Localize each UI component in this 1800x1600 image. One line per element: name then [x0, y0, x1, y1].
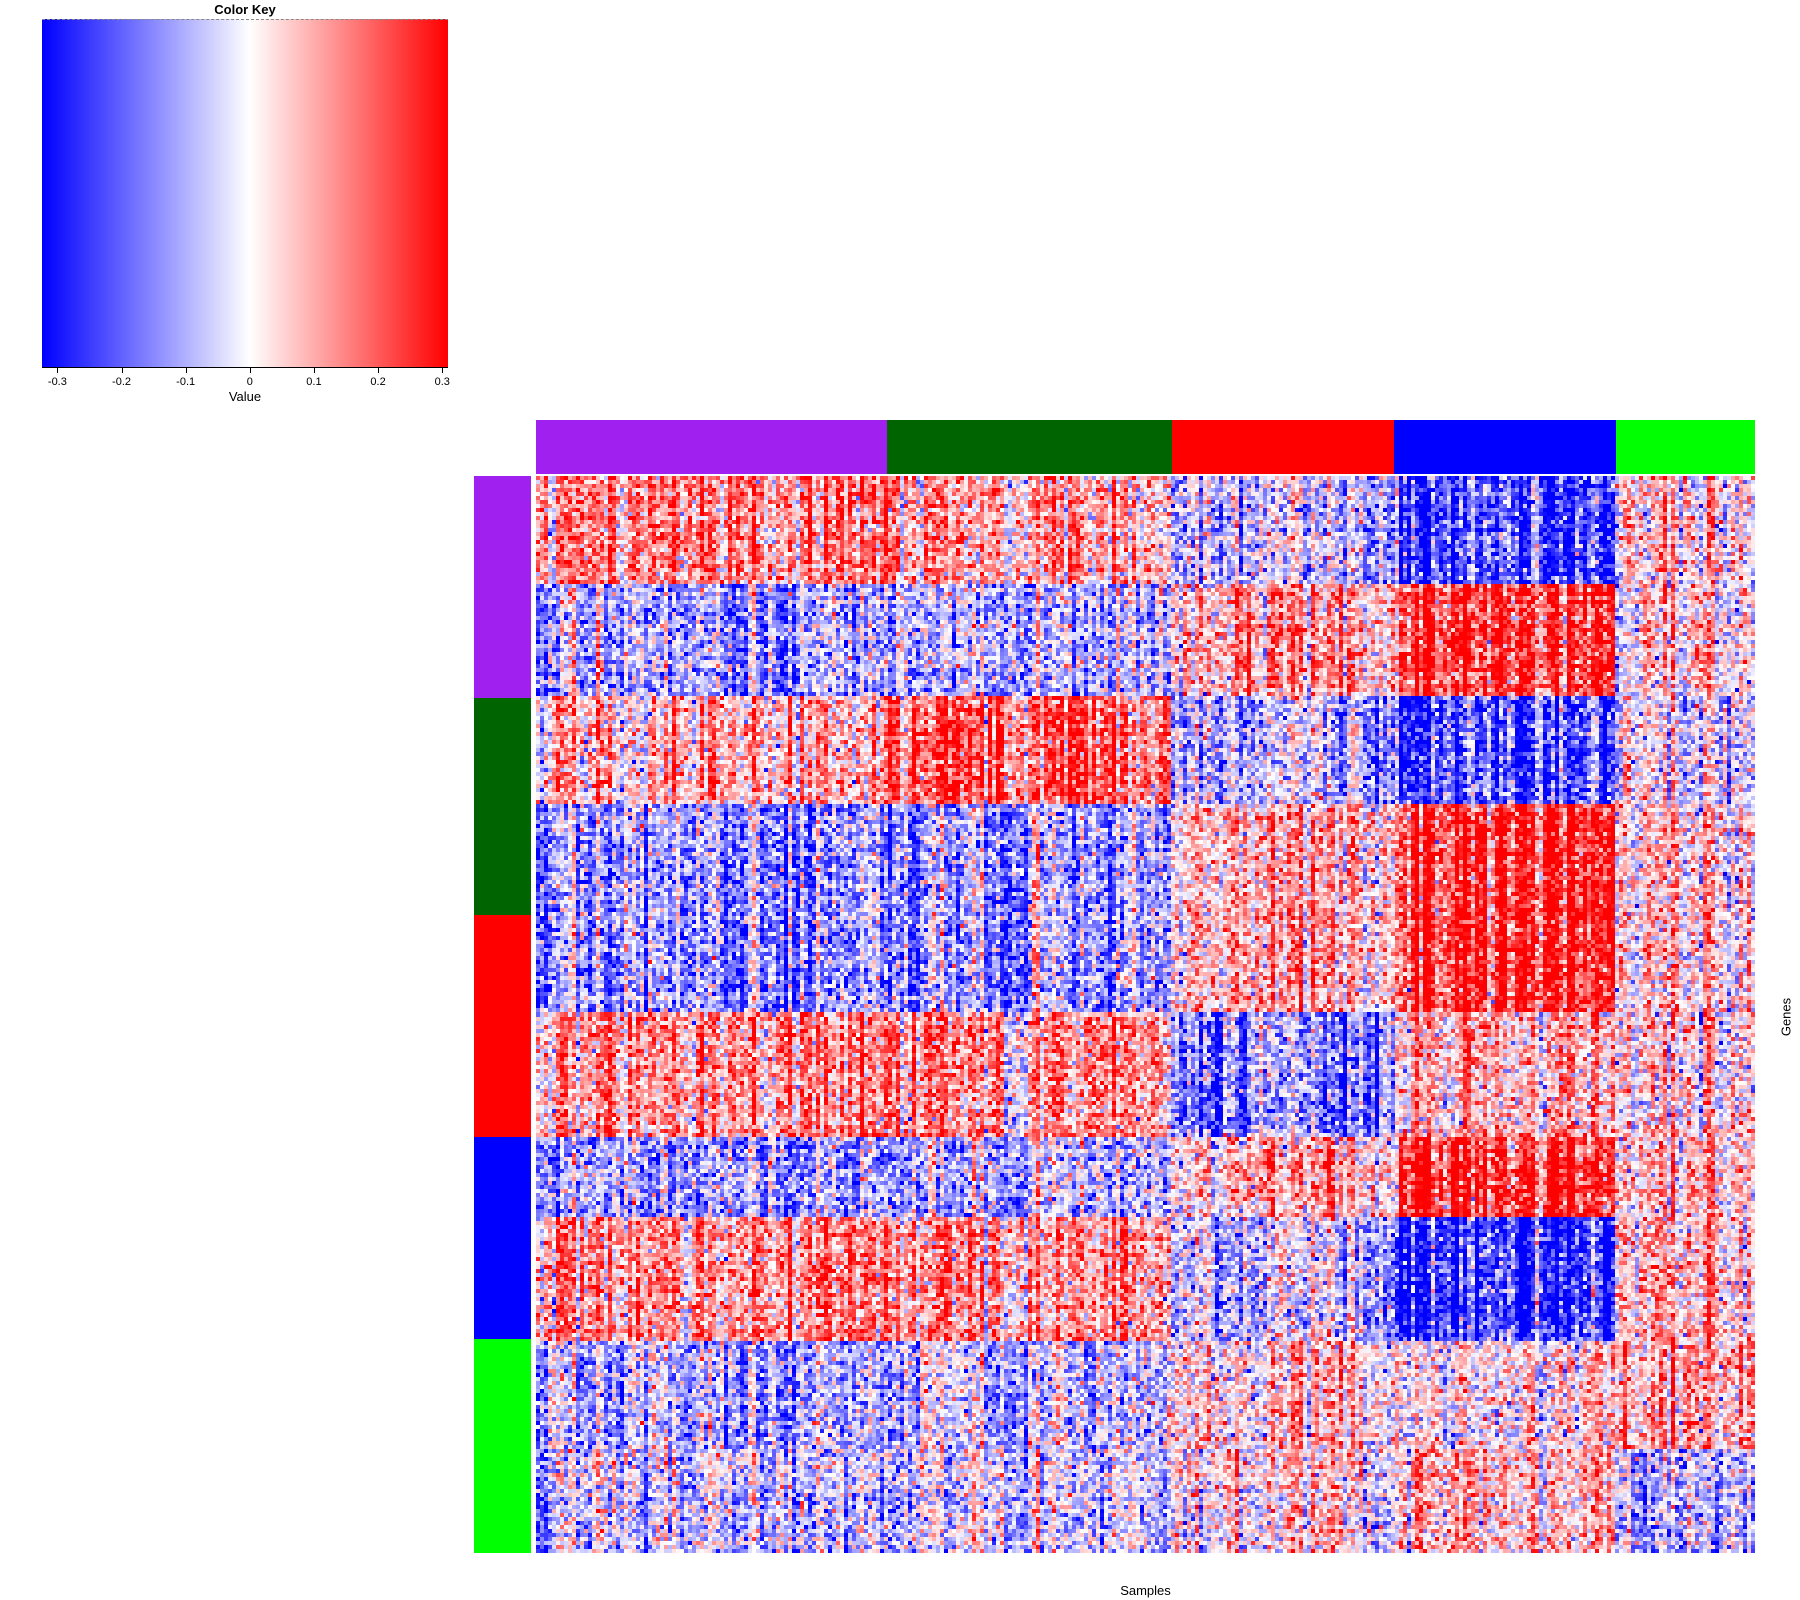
color-key-value-label: Value: [228, 389, 262, 404]
color-key-axis: -0.3 -0.2 -0.1 0 0.1 0.2 0.3: [42, 368, 450, 404]
key-tick: [121, 368, 123, 373]
key-tick: [57, 368, 59, 373]
column-group-red: [1171, 420, 1394, 474]
key-tick-label: 0.3: [434, 376, 450, 388]
key-tick-label: 0: [246, 376, 253, 388]
heatmap-matrix: [536, 476, 1755, 1553]
key-tick-label: -0.3: [47, 376, 67, 388]
key-tick-label: -0.2: [112, 376, 132, 388]
row-group-darkgreen: [474, 697, 531, 916]
key-tick: [378, 368, 380, 373]
column-side-colors: [536, 420, 1755, 474]
column-group-purple: [536, 420, 887, 474]
key-tick-label: 0.1: [306, 376, 322, 388]
row-side-colors: [474, 476, 531, 1553]
genes-axis-label: Genes: [1778, 997, 1794, 1037]
column-group-blue: [1393, 420, 1616, 474]
key-tick: [249, 368, 251, 373]
key-tick: [185, 368, 187, 373]
key-tick-label: -0.1: [176, 376, 196, 388]
key-tick-label: 0.2: [370, 376, 386, 388]
samples-axis-label: Samples: [1120, 1583, 1171, 1598]
color-key-gradient-bar: [42, 19, 448, 368]
color-key-title: Color Key: [214, 2, 276, 17]
column-group-green: [1615, 420, 1755, 474]
key-tick: [313, 368, 315, 373]
row-group-blue: [474, 1137, 531, 1339]
row-group-purple: [474, 476, 531, 698]
key-tick: [442, 368, 444, 373]
row-group-red: [474, 915, 531, 1138]
column-group-darkgreen: [886, 420, 1172, 474]
row-group-green: [474, 1338, 531, 1553]
